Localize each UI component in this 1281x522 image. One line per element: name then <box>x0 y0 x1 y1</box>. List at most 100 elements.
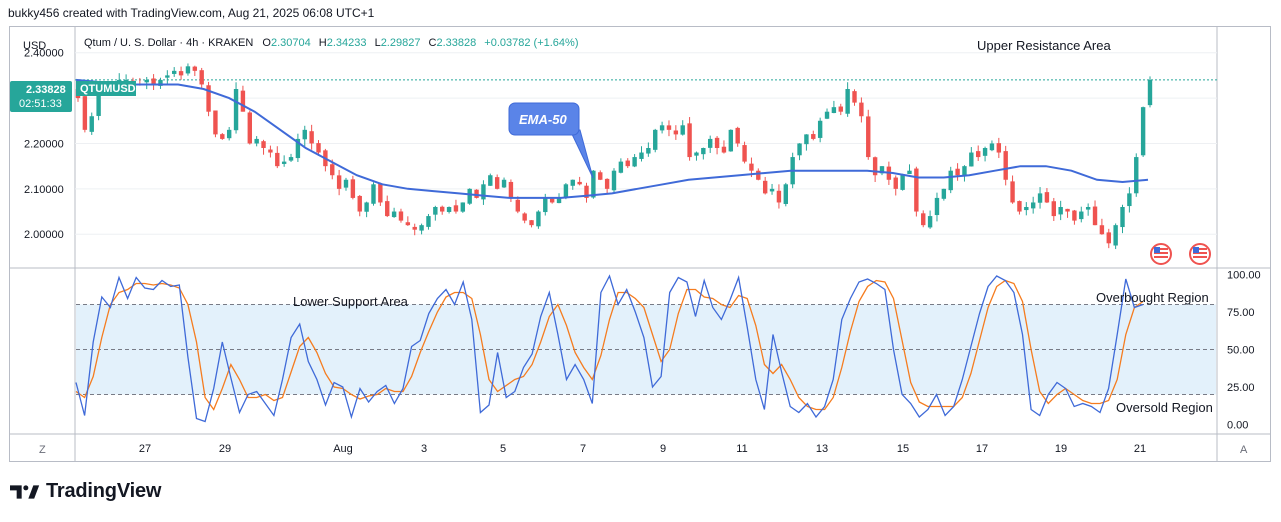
currency-label[interactable]: USD <box>23 40 46 52</box>
candle-up <box>632 157 637 167</box>
candle-down <box>749 163 754 171</box>
price-tick-label: 2.40000 <box>24 48 64 60</box>
candle-up <box>804 134 809 145</box>
candle-up <box>96 93 101 116</box>
candle-down <box>721 146 727 153</box>
candle-up <box>536 211 541 227</box>
candle-up <box>391 211 397 218</box>
candle-up <box>556 197 562 204</box>
lower-support-label: Lower Support Area <box>293 294 409 309</box>
timezone-button[interactable]: Z <box>39 444 46 456</box>
stochastic-tick-label: 75.00 <box>1227 307 1255 319</box>
legend: Qtum / U. S. Dollar · 4h · KRAKEN O2.307… <box>84 37 578 49</box>
ema-callout[interactable]: EMA-50 <box>508 102 594 179</box>
price-badge-price: 2.33828 <box>26 84 66 96</box>
candle-up <box>1079 211 1084 220</box>
candle-up <box>1134 157 1139 194</box>
candle-down <box>838 106 843 112</box>
ema-callout-label: EMA-50 <box>519 112 567 127</box>
candle-down <box>350 179 356 198</box>
candle-up <box>364 202 369 212</box>
candle-up <box>481 184 486 200</box>
candle-down <box>206 85 211 112</box>
candle-up <box>708 138 713 148</box>
candle-down <box>735 127 740 144</box>
candle-up <box>233 89 239 131</box>
candle-up <box>1085 207 1091 210</box>
candle-up <box>1030 202 1036 209</box>
auto-scale-button[interactable]: A <box>1240 444 1248 456</box>
price-badge-bg <box>10 81 72 112</box>
candle-down <box>330 164 335 176</box>
oversold-label: Oversold Region <box>1116 400 1213 415</box>
candle-down <box>515 199 520 212</box>
candle-down <box>921 213 926 226</box>
legend-change: +0.03782 (+1.64%) <box>484 37 578 49</box>
tradingview-logo-icon <box>10 484 40 499</box>
footer: TradingView <box>10 480 161 503</box>
candle-up <box>426 216 431 227</box>
candle-up <box>281 161 287 164</box>
ema-callout-box <box>508 102 580 136</box>
candle-down <box>666 125 672 130</box>
time-tick-label: 5 <box>500 443 506 455</box>
candle-down <box>976 151 981 158</box>
candle-down <box>1099 225 1105 235</box>
candle-up <box>570 179 575 186</box>
candle-down <box>1017 201 1022 212</box>
candle-up <box>769 188 775 192</box>
candle-down <box>996 143 1002 153</box>
candle-up <box>701 148 706 155</box>
stochastic-tick-label: 100.00 <box>1227 270 1261 282</box>
candle-down <box>687 123 692 158</box>
time-tick-label: 17 <box>976 443 988 455</box>
candle-up <box>288 157 294 161</box>
time-tick-label: 21 <box>1134 443 1146 455</box>
candle-down <box>508 181 514 198</box>
candle-up <box>907 170 912 175</box>
candle-down <box>584 185 589 198</box>
candle-up <box>467 188 472 204</box>
candle-up <box>927 216 933 228</box>
candle-up <box>254 138 259 144</box>
candle-up <box>611 170 617 191</box>
candle-up <box>419 225 424 231</box>
time-tick-label: 29 <box>219 443 231 455</box>
candle-down <box>1010 181 1015 203</box>
candle-up <box>172 70 177 74</box>
candle-up <box>1127 193 1132 207</box>
candle-up <box>1113 225 1118 246</box>
candle-up <box>653 129 658 150</box>
candle-down <box>1065 208 1070 212</box>
time-tick-label: 11 <box>736 443 747 455</box>
candle-up <box>1037 193 1043 203</box>
candle-up <box>1147 79 1153 106</box>
stochastic-axis: 100.00 75.00 50.00 25.00 0.00 <box>1227 270 1261 432</box>
price-tick-label: 2.00000 <box>24 229 64 241</box>
candle-down <box>378 183 383 203</box>
upper-resistance-label: Upper Resistance Area <box>977 38 1111 53</box>
candlestick-series <box>75 63 1153 250</box>
candle-down <box>893 177 898 189</box>
legend-high: 2.34233 <box>327 37 367 49</box>
candle-up <box>969 152 974 167</box>
ticker-badge: QTUMUSD <box>80 83 136 95</box>
us-flag-icon[interactable] <box>1189 243 1211 265</box>
candle-down <box>1051 201 1056 217</box>
candle-down <box>811 134 816 139</box>
candle-down <box>199 70 204 85</box>
candle-down <box>742 145 747 162</box>
us-flag-icon[interactable] <box>1150 243 1172 265</box>
candle-up <box>1058 207 1063 215</box>
candle-up <box>941 188 947 199</box>
price-tick-label: 2.20000 <box>24 138 64 150</box>
candle-down <box>220 134 225 139</box>
candle-up <box>989 143 995 151</box>
candle-down <box>247 112 252 144</box>
candle-down <box>756 170 761 180</box>
candle-down <box>1072 210 1077 221</box>
candle-up <box>639 152 644 159</box>
stochastic-k-line <box>75 274 1144 423</box>
candle-up <box>845 89 850 114</box>
